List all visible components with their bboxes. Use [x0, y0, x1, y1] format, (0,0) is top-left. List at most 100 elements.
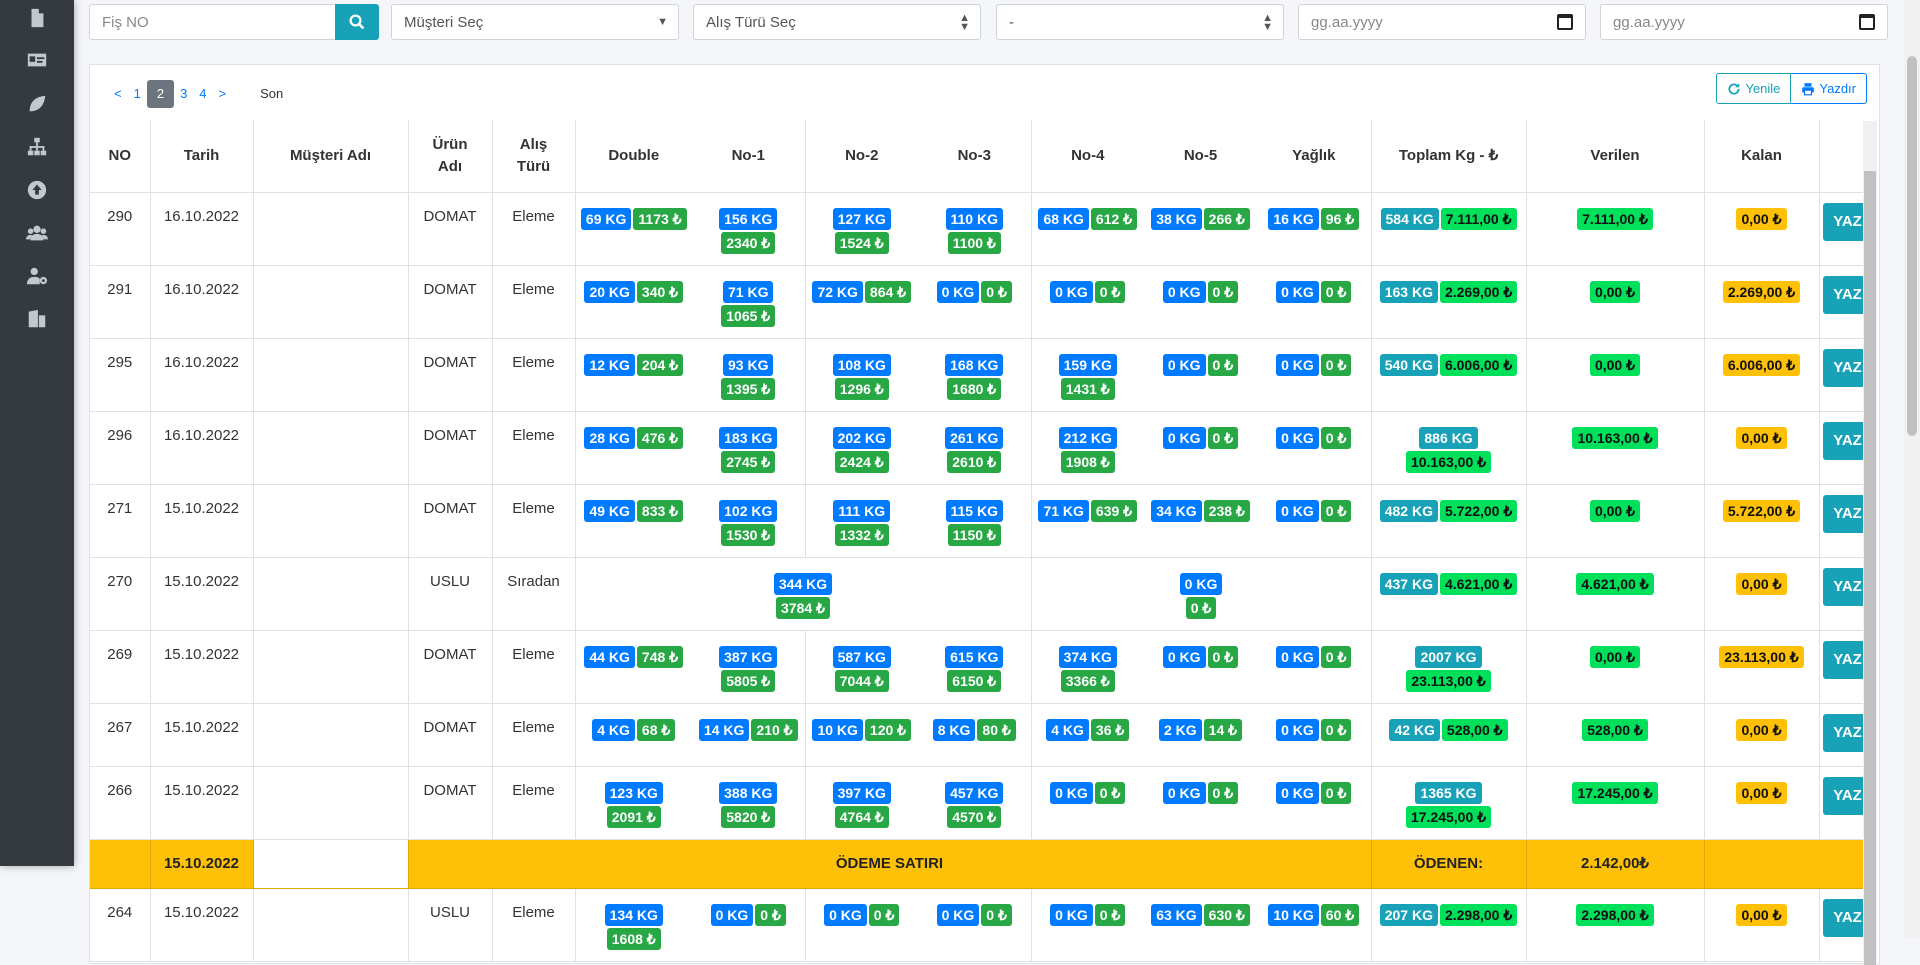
price-badge: 0 ₺: [1207, 645, 1239, 668]
calendar-icon[interactable]: [1859, 14, 1875, 30]
date-start-input[interactable]: gg.aa.yyyy: [1298, 4, 1586, 40]
col-header-yaglik[interactable]: Yağlık: [1257, 120, 1372, 193]
price-badge: 340 ₺: [636, 280, 684, 303]
price-badge: 4570 ₺: [947, 805, 1002, 828]
kalan-badge: 0,00 ₺: [1736, 718, 1787, 741]
search-button[interactable]: [335, 4, 379, 40]
kg-badge: 63 KG: [1151, 903, 1202, 926]
table-row[interactable]: 267 15.10.2022 DOMAT Eleme 4 KG 68 ₺ 14 KG 210 …: [90, 703, 1877, 767]
file-icon[interactable]: [25, 6, 49, 30]
kg-badge: 123 KG: [604, 781, 663, 804]
search-icon: [349, 14, 365, 30]
print-icon: [1802, 82, 1815, 95]
building-icon[interactable]: [25, 307, 49, 331]
col-header-toplam[interactable]: Toplam Kg - ₺: [1371, 120, 1527, 193]
col-header-no1[interactable]: No-1: [692, 120, 806, 193]
pager-prev[interactable]: <: [114, 86, 122, 101]
id-card-icon[interactable]: [25, 48, 49, 72]
col-header-urun[interactable]: Ürün Adı: [408, 120, 493, 193]
kg-badge: 8 KG: [932, 718, 976, 741]
cell-no: 296: [90, 411, 151, 485]
filter-bar: Fiş NO Müşteri Seç ▼ Alış Türü Seç ▲ ▼ - ▲ ▼ …: [89, 4, 1888, 40]
table-row[interactable]: 291 16.10.2022 DOMAT Eleme 20 KG 340 ₺ 71 KG 10…: [90, 265, 1877, 339]
table-row[interactable]: 266 15.10.2022 DOMAT Eleme 123 KG 2091 ₺ 388 K…: [90, 766, 1877, 840]
col-header-no4[interactable]: No-4: [1031, 120, 1144, 193]
musteri-select[interactable]: Müşteri Seç ▼: [391, 4, 679, 40]
alis-turu-select-value: Alış Türü Seç: [706, 13, 796, 31]
cell-no: 264: [90, 888, 151, 962]
kg-badge: 28 KG: [584, 426, 635, 449]
table-scrollbar[interactable]: [1863, 121, 1877, 965]
cell-no: 295: [90, 338, 151, 412]
table-row[interactable]: 296 16.10.2022 DOMAT Eleme 28 KG 476 ₺ 183 KG 2…: [90, 411, 1877, 485]
cell-alis: Eleme: [492, 265, 576, 339]
alis-turu-select[interactable]: Alış Türü Seç ▲ ▼: [693, 4, 981, 40]
price-badge: 68 ₺: [636, 718, 676, 741]
fis-no-input[interactable]: Fiş NO: [89, 4, 337, 40]
cell-no5: 0 KG 0 ₺: [1144, 630, 1257, 704]
col-header-musteri[interactable]: Müşteri Adı: [253, 120, 409, 193]
cell-no4: 374 KG 3366 ₺: [1031, 630, 1144, 704]
price-badge: 1332 ₺: [834, 523, 889, 546]
price-badge: 0 ₺: [1320, 718, 1352, 741]
window-scrollbar-thumb[interactable]: [1907, 56, 1917, 436]
cell-alis: Eleme: [492, 703, 576, 767]
cell-tarih: 15.10.2022: [150, 630, 254, 704]
table-row[interactable]: 271 15.10.2022 DOMAT Eleme 49 KG 833 ₺ 102 KG 1…: [90, 484, 1877, 558]
col-header-no[interactable]: NO: [90, 120, 151, 193]
kg-badge: 115 KG: [945, 499, 1003, 522]
users-icon[interactable]: [25, 221, 49, 245]
pager-page-1[interactable]: 1: [133, 86, 141, 101]
col-header-no5[interactable]: No-5: [1144, 120, 1257, 193]
price-badge: 60 ₺: [1320, 903, 1360, 926]
price-badge: 1680 ₺: [947, 377, 1002, 400]
price-badge: 0 ₺: [1207, 280, 1239, 303]
user-cog-icon[interactable]: [25, 264, 49, 288]
cell-double: 4 KG 68 ₺: [575, 703, 692, 767]
col-header-no2[interactable]: No-2: [805, 120, 918, 193]
kalan-badge: 0,00 ₺: [1736, 426, 1787, 449]
col-header-kalan[interactable]: Kalan: [1704, 120, 1820, 193]
kg-badge: 102 KG: [719, 499, 778, 522]
pager-page-3[interactable]: 3: [180, 86, 188, 101]
kg-badge: 127 KG: [832, 207, 891, 230]
col-header-tarih[interactable]: Tarih: [150, 120, 254, 193]
table-row[interactable]: 269 15.10.2022 DOMAT Eleme 44 KG 748 ₺ 387 KG 5…: [90, 630, 1877, 704]
table-row[interactable]: 270 15.10.2022 USLU Sıradan 344 KG 3784 ₺ 0 KG…: [90, 557, 1877, 631]
leaf-icon[interactable]: [25, 92, 49, 116]
calendar-icon[interactable]: [1557, 14, 1573, 30]
pager-page-2[interactable]: 2: [146, 80, 175, 108]
col-header-no3[interactable]: No-3: [918, 120, 1032, 193]
kg-badge: 20 KG: [584, 280, 635, 303]
sitemap-icon[interactable]: [25, 135, 49, 159]
kalan-badge: 2.269,00 ₺: [1722, 280, 1801, 303]
table-row[interactable]: 295 16.10.2022 DOMAT Eleme 12 KG 204 ₺ 93 KG 13…: [90, 338, 1877, 412]
cell-no3: 615 KG 6150 ₺: [918, 630, 1032, 704]
col-header-alis[interactable]: Alış Türü: [492, 120, 576, 193]
date-end-input[interactable]: gg.aa.yyyy: [1600, 4, 1888, 40]
table-row[interactable]: 264 15.10.2022 USLU Eleme 134 KG 1608 ₺ 0 KG 0 …: [90, 888, 1877, 962]
kg-badge: 0 KG: [936, 903, 980, 926]
table-header-row: NO Tarih Müşteri Adı Ürün Adı Alış Türü …: [90, 120, 1877, 193]
upload-circle-icon[interactable]: [25, 178, 49, 202]
kg-badge: 374 KG: [1058, 645, 1117, 668]
print-button[interactable]: Yazdır: [1791, 73, 1867, 104]
kg-badge: 0 KG: [1162, 781, 1206, 804]
table-row[interactable]: 290 16.10.2022 DOMAT Eleme 69 KG 1173 ₺ 156 KG…: [90, 192, 1877, 266]
pager-page-4[interactable]: 4: [199, 86, 207, 101]
third-select[interactable]: - ▲ ▼: [996, 4, 1284, 40]
price-badge: 0 ₺: [1185, 596, 1217, 619]
pager-last[interactable]: Son: [260, 86, 284, 101]
pager-next[interactable]: >: [218, 86, 227, 101]
cell-tarih: 16.10.2022: [150, 265, 254, 339]
col-header-double[interactable]: Double: [575, 120, 692, 193]
refresh-button[interactable]: Yenile: [1716, 73, 1792, 104]
cell-no3: 0 KG 0 ₺: [918, 888, 1032, 962]
window-scrollbar[interactable]: [1904, 0, 1920, 938]
price-badge: 2340 ₺: [721, 231, 776, 254]
col-header-verilen[interactable]: Verilen: [1526, 120, 1705, 193]
price-badge: 0 ₺: [1320, 426, 1352, 449]
cell-urun: DOMAT: [408, 338, 493, 412]
table-scrollbar-thumb[interactable]: [1864, 171, 1876, 965]
cell-no5: 34 KG 238 ₺: [1144, 484, 1257, 558]
